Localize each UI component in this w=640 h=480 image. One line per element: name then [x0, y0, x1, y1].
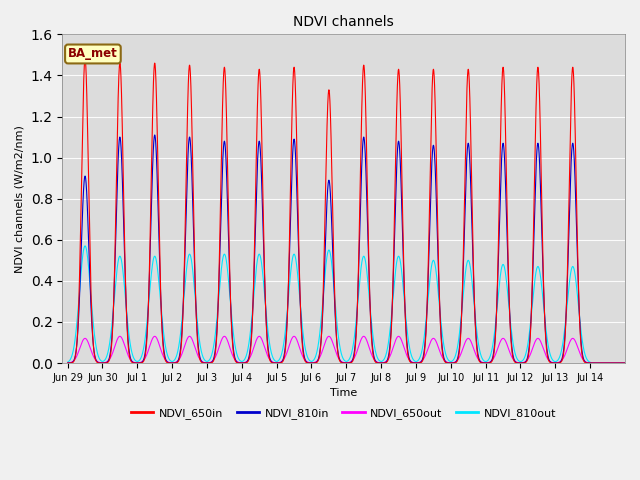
- NDVI_810out: [418, 348, 426, 354]
- Title: NDVI channels: NDVI channels: [293, 15, 394, 29]
- NDVI_810in: [64, 360, 72, 366]
- NDVI_650in: [266, 356, 273, 362]
- NDVI_810in: [92, 356, 99, 362]
- NDVI_650in: [477, 360, 484, 365]
- NDVI_650in: [92, 357, 100, 363]
- NDVI_810out: [64, 359, 72, 365]
- NDVI_650in: [507, 333, 515, 338]
- Line: NDVI_650out: NDVI_650out: [68, 336, 625, 363]
- Legend: NDVI_650in, NDVI_810in, NDVI_650out, NDVI_810out: NDVI_650in, NDVI_810in, NDVI_650out, NDV…: [127, 403, 561, 423]
- NDVI_650in: [418, 359, 426, 365]
- NDVI_650out: [507, 351, 515, 357]
- NDVI_810out: [477, 352, 484, 358]
- NDVI_810in: [394, 147, 401, 153]
- Line: NDVI_650in: NDVI_650in: [68, 59, 625, 363]
- Text: BA_met: BA_met: [68, 48, 118, 60]
- NDVI_810in: [418, 358, 426, 364]
- NDVI_810out: [394, 255, 401, 261]
- X-axis label: Time: Time: [330, 388, 357, 398]
- NDVI_650in: [64, 360, 72, 366]
- NDVI_650out: [418, 358, 426, 364]
- NDVI_810out: [507, 321, 515, 327]
- NDVI_810out: [621, 360, 629, 366]
- NDVI_650in: [621, 360, 629, 366]
- NDVI_810out: [81, 243, 89, 249]
- NDVI_650out: [477, 359, 484, 365]
- Line: NDVI_810out: NDVI_810out: [68, 246, 625, 363]
- NDVI_810in: [266, 354, 273, 360]
- NDVI_650out: [394, 334, 401, 340]
- NDVI_650out: [116, 334, 124, 339]
- NDVI_810in: [477, 359, 484, 365]
- Line: NDVI_810in: NDVI_810in: [68, 135, 625, 363]
- NDVI_810out: [92, 341, 100, 347]
- NDVI_650in: [394, 80, 401, 86]
- NDVI_810in: [507, 329, 515, 335]
- NDVI_650in: [81, 56, 89, 62]
- NDVI_810in: [621, 360, 629, 366]
- NDVI_650out: [621, 360, 629, 366]
- NDVI_650out: [266, 356, 273, 362]
- NDVI_810in: [151, 132, 159, 138]
- NDVI_810out: [266, 340, 273, 346]
- NDVI_650out: [92, 357, 99, 363]
- NDVI_650out: [64, 360, 72, 366]
- Y-axis label: NDVI channels (W/m2/nm): NDVI channels (W/m2/nm): [15, 125, 25, 273]
